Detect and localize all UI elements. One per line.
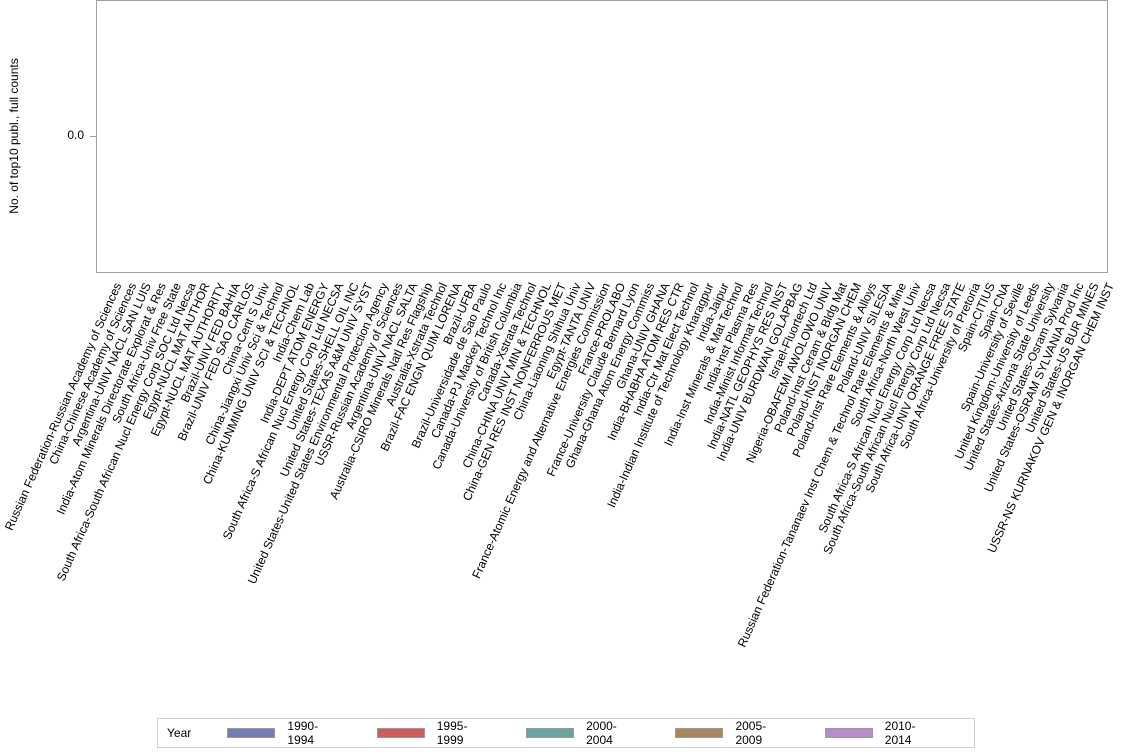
legend-swatch-2010-2014 (824, 728, 873, 738)
y-tick-label: 0.0 (67, 128, 84, 142)
legend-item-1990-1994[interactable]: 1990-1994 (227, 719, 342, 747)
legend-label: 1990-1994 (287, 719, 319, 747)
legend-label: 2010-2014 (884, 719, 916, 747)
legend-swatch-2000-2004 (525, 728, 575, 738)
y-tick-mark (90, 136, 96, 137)
plot-area (96, 0, 1108, 273)
legend-swatch-1990-1994 (227, 728, 276, 738)
legend-item-2005-2009[interactable]: 2005-2009 (675, 719, 790, 747)
y-axis-title: No. of top10 publ., full counts (7, 58, 21, 214)
legend-item-2010-2014[interactable]: 2010-2014 (824, 719, 940, 747)
legend-title: Year (167, 726, 192, 740)
legend-swatch-2005-2009 (675, 728, 724, 738)
legend-label: 2000-2004 (586, 719, 617, 747)
legend: Year 1990-1994 1995-1999 2000-2004 2005-… (157, 718, 975, 748)
legend-item-2000-2004[interactable]: 2000-2004 (525, 719, 641, 747)
legend-swatch-1995-1999 (376, 728, 425, 738)
legend-label: 1995-1999 (436, 719, 468, 747)
legend-label: 2005-2009 (735, 719, 767, 747)
legend-item-1995-1999[interactable]: 1995-1999 (376, 719, 492, 747)
